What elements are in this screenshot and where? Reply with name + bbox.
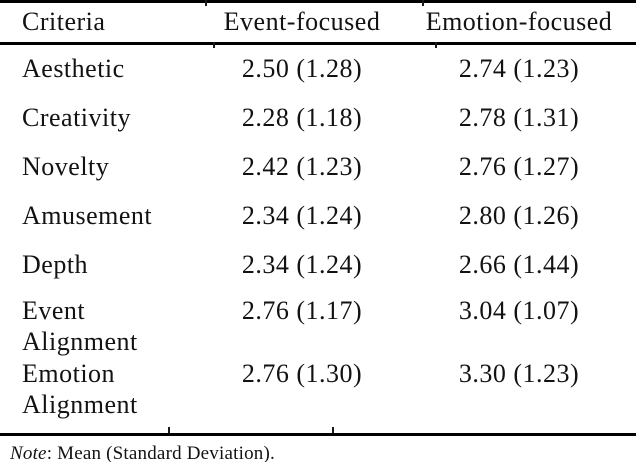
- table-note: Note: Mean (Standard Deviation).: [0, 436, 636, 462]
- table-row-amusement: Amusement 2.34 (1.24) 2.80 (1.26): [0, 192, 636, 241]
- column-boundary-tick: [332, 427, 334, 433]
- table-header-row: Criteria Event-focused Emotion-focused: [0, 3, 636, 43]
- table-row-novelty: Novelty 2.42 (1.23) 2.76 (1.27): [0, 143, 636, 192]
- header-emotion-focused: Emotion-focused: [425, 7, 613, 37]
- header-event-focused: Event-focused: [223, 7, 381, 37]
- criteria-cell: Novelty: [22, 152, 110, 181]
- criteria-line2: Alignment: [22, 389, 138, 419]
- column-boundary-tick: [435, 42, 437, 48]
- criteria-line1: Event: [22, 295, 86, 325]
- criteria-cell: Amusement: [22, 201, 153, 230]
- emotion-value-cell: 2.76 (1.27): [458, 152, 580, 181]
- event-value-cell: 2.50 (1.28): [241, 54, 363, 83]
- emotion-value-cell: 2.66 (1.44): [458, 250, 580, 279]
- emotion-value-cell: 2.74 (1.23): [458, 54, 580, 83]
- table-row-aesthetic: Aesthetic 2.50 (1.28) 2.74 (1.23): [0, 45, 636, 94]
- event-value-cell: 2.76 (1.17): [241, 295, 363, 325]
- column-boundary-tick: [422, 0, 424, 6]
- criteria-line2: Alignment: [22, 326, 138, 356]
- criteria-cell: Creativity: [22, 103, 131, 132]
- table-top-rule: [0, 0, 636, 6]
- table-row-depth: Depth 2.34 (1.24) 2.66 (1.44): [0, 241, 636, 290]
- table-row-emotion-alignment: Emotion Alignment 2.76 (1.30) 3.30 (1.23…: [0, 353, 636, 419]
- criteria-cell: Emotion Alignment: [0, 358, 202, 420]
- criteria-cell: Event Alignment: [0, 295, 202, 357]
- emotion-value-cell: 2.80 (1.26): [458, 201, 580, 230]
- criteria-line1: Emotion: [22, 358, 116, 388]
- event-value-cell: 2.34 (1.24): [241, 250, 363, 279]
- table-bottom-rule: [0, 427, 636, 436]
- column-boundary-tick: [205, 0, 207, 6]
- note-text: : Mean (Standard Deviation).: [46, 442, 275, 462]
- column-boundary-tick: [213, 42, 215, 48]
- emotion-value-cell: 3.30 (1.23): [458, 358, 580, 388]
- table-row-event-alignment: Event Alignment 2.76 (1.17) 3.04 (1.07): [0, 290, 636, 356]
- table-row-creativity: Creativity 2.28 (1.18) 2.78 (1.31): [0, 94, 636, 143]
- column-boundary-tick: [168, 427, 170, 433]
- event-value-cell: 2.28 (1.18): [241, 103, 363, 132]
- criteria-cell: Depth: [22, 250, 89, 279]
- event-value-cell: 2.34 (1.24): [241, 201, 363, 230]
- criteria-cell: Aesthetic: [22, 54, 125, 83]
- emotion-value-cell: 2.78 (1.31): [458, 103, 580, 132]
- header-criteria: Criteria: [22, 7, 106, 37]
- header-bottom-rule: [0, 42, 636, 48]
- emotion-value-cell: 3.04 (1.07): [458, 295, 580, 325]
- note-label: Note: [10, 442, 47, 462]
- event-value-cell: 2.42 (1.23): [241, 152, 363, 181]
- event-value-cell: 2.76 (1.30): [241, 358, 363, 388]
